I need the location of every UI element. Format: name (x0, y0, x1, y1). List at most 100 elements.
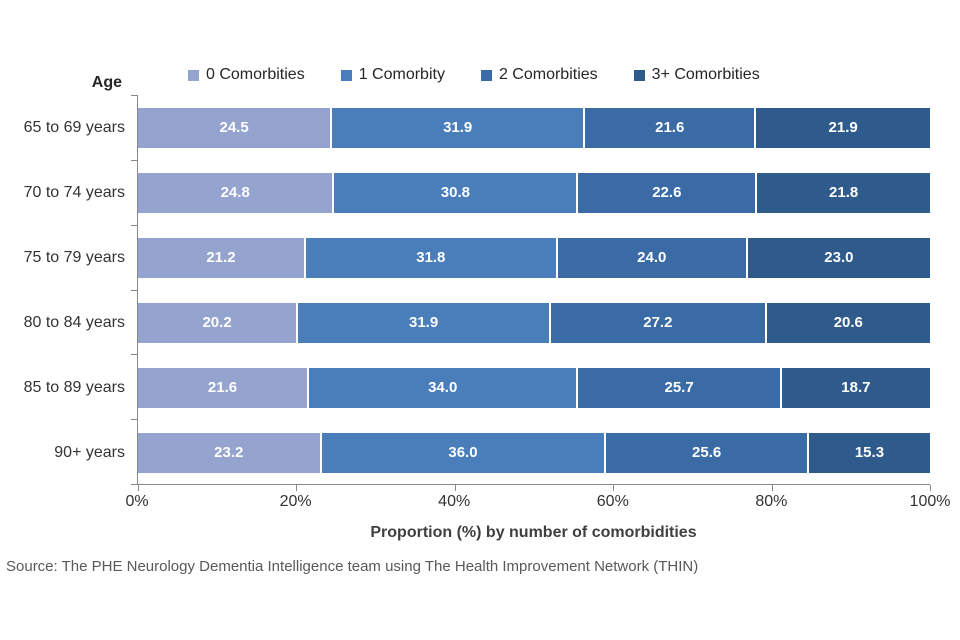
bar-segment: 31.8 (305, 237, 558, 278)
value-label: 31.9 (443, 119, 473, 136)
bar-segment: 21.2 (138, 237, 306, 278)
category-label: 75 to 79 years (23, 248, 125, 266)
x-axis-tick (930, 485, 931, 491)
x-axis-tick (771, 485, 773, 491)
x-tick-label: 60% (596, 493, 629, 510)
legend-label: 0 Comorbities (206, 66, 305, 83)
value-label: 27.2 (643, 314, 673, 331)
bar-segment: 27.2 (551, 302, 767, 343)
value-label: 24.0 (637, 249, 667, 266)
bar-segment: 22.6 (578, 172, 758, 213)
y-axis-tick (131, 159, 137, 161)
bar-segment: 24.5 (138, 107, 333, 148)
bar-segment: 15.3 (808, 432, 930, 473)
x-tick-label: 0% (125, 493, 149, 510)
y-axis-tick (131, 419, 137, 421)
stacked-bar: 24.5 31.9 21.6 21.9 (138, 107, 930, 148)
legend-item: 1 Comorbity (340, 66, 445, 84)
value-label: 25.6 (692, 444, 722, 461)
value-label: 20.6 (833, 314, 863, 331)
value-label: 23.0 (824, 249, 854, 266)
legend-item: 3+ Comorbities (633, 66, 760, 84)
bar-segment: 21.8 (757, 172, 930, 213)
bar-segment: 18.7 (781, 367, 930, 408)
legend-swatch-icon (480, 69, 492, 81)
x-axis-title: Proportion (%) by number of comorbiditie… (370, 524, 697, 541)
category-axis-labels: 65 to 69 years 70 to 74 years 75 to 79 yea… (0, 95, 125, 485)
value-label: 21.6 (655, 119, 685, 136)
category-label: 65 to 69 years (23, 118, 125, 136)
source-note: Source: The PHE Neurology Dementia Intel… (6, 558, 699, 575)
legend-swatch-icon (188, 69, 199, 81)
x-axis-tick (613, 485, 615, 491)
chart-legend: 0 Comorbities 1 Comorbity 2 Comorbities 3+ … (188, 66, 760, 84)
bar-segment: 20.6 (766, 302, 930, 343)
y-axis-tick (131, 289, 137, 291)
bar-row: 21.6 34.0 25.7 18.7 (138, 355, 930, 420)
bar-segment: 30.8 (334, 172, 579, 213)
value-label: 21.2 (206, 249, 236, 266)
value-label: 24.5 (219, 119, 249, 136)
value-label: 25.7 (664, 379, 694, 396)
y-axis-tick (131, 354, 137, 356)
value-label: 31.9 (408, 314, 439, 331)
category-label: 90+ years (54, 443, 125, 461)
x-tick-label: 40% (438, 493, 471, 510)
stacked-bar: 21.6 34.0 25.7 18.7 (138, 367, 930, 408)
x-axis-tick (138, 485, 139, 491)
value-label: 30.8 (440, 184, 470, 201)
value-label: 24.8 (220, 184, 250, 201)
category-label: 70 to 74 years (23, 183, 125, 201)
x-axis-tick (454, 485, 456, 491)
y-axis-tick (131, 484, 137, 485)
legend-item: 2 Comorbities (480, 66, 598, 84)
plot-area: 24.5 31.9 21.6 21.9 24.8 30.8 22.6 21.8 21.2 31.8… (131, 95, 931, 491)
value-label: 23.2 (214, 444, 244, 461)
bar-row: 21.2 31.8 24.0 23.0 (138, 225, 930, 290)
legend-swatch-icon (633, 69, 645, 81)
y-axis-tick (131, 95, 137, 96)
stacked-bar: 20.2 31.9 27.2 20.6 (138, 302, 930, 343)
bar-segment: 21.6 (585, 107, 757, 148)
bar-segment: 34.0 (309, 367, 579, 408)
x-tick-label: 80% (755, 493, 788, 510)
value-label: 36.0 (448, 444, 478, 461)
bar-row: 20.2 31.9 27.2 20.6 (138, 290, 930, 355)
value-label: 18.7 (841, 379, 871, 396)
stacked-bar: 24.8 30.8 22.6 21.8 (138, 172, 930, 213)
value-label: 22.6 (652, 184, 682, 201)
x-axis-tick (296, 485, 298, 491)
bar-segment: 31.9 (298, 302, 552, 343)
bar-row: 24.5 31.9 21.6 21.9 (138, 95, 930, 160)
legend-label: 1 Comorbity (358, 66, 445, 83)
bar-segment: 23.2 (138, 432, 322, 473)
bar-segment: 23.0 (747, 237, 930, 278)
x-tick-label: 20% (279, 493, 312, 510)
value-label: 20.2 (202, 314, 232, 331)
bar-segment: 25.6 (606, 432, 809, 473)
value-label: 21.6 (207, 379, 238, 396)
legend-item: 0 Comorbities (188, 66, 305, 84)
bar-row: 23.2 36.0 25.6 15.3 (138, 420, 930, 485)
x-tick-label: 100% (909, 493, 951, 510)
legend-label: 3+ Comorbities (651, 66, 760, 83)
stacked-bar: 23.2 36.0 25.6 15.3 (138, 432, 930, 473)
y-axis-title: Age (91, 74, 122, 91)
bar-row: 24.8 30.8 22.6 21.8 (138, 160, 930, 225)
value-label: 34.0 (428, 379, 458, 396)
y-axis-tick (131, 224, 137, 226)
category-label: 85 to 89 years (23, 378, 125, 396)
value-label: 31.8 (416, 249, 446, 266)
value-label: 21.9 (828, 119, 858, 136)
value-label: 21.8 (829, 184, 859, 201)
legend-swatch-icon (340, 69, 352, 81)
category-label: 80 to 84 years (23, 313, 125, 331)
bar-segment: 24.8 (138, 172, 335, 213)
bar-segment: 31.9 (332, 107, 586, 148)
bar-segment: 21.9 (756, 107, 930, 148)
bar-segment: 20.2 (138, 302, 299, 343)
bar-segment: 25.7 (578, 367, 782, 408)
bar-segment: 21.6 (138, 367, 310, 408)
legend-label: 2 Comorbities (498, 66, 598, 83)
stacked-bar: 21.2 31.8 24.0 23.0 (138, 237, 930, 278)
